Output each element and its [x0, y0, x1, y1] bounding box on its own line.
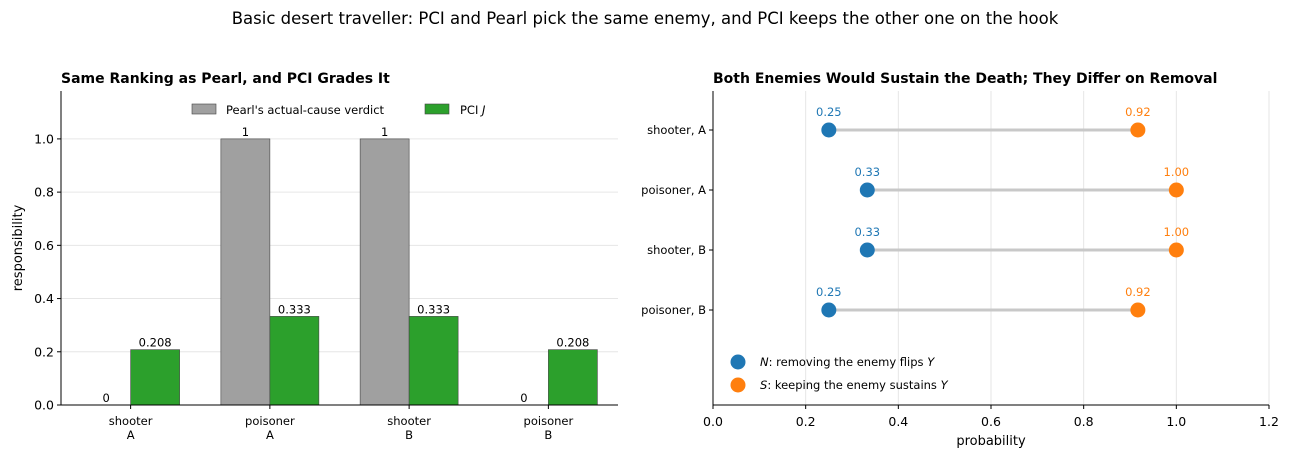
necessity-point — [821, 302, 837, 318]
sufficiency-point — [1168, 242, 1184, 258]
left-y-tick-label: 0.2 — [34, 344, 54, 359]
left-x-tick-label: shooter — [387, 414, 431, 428]
legend-label-pci-symbol: J — [480, 103, 486, 117]
right-x-tick-label: 0.8 — [1074, 414, 1094, 429]
left-y-tick-label: 0.8 — [34, 185, 54, 200]
right-x-tick-label: 1.2 — [1259, 414, 1279, 429]
necessity-point-label: 0.25 — [816, 285, 842, 299]
left-y-tick-label: 0.6 — [34, 238, 54, 253]
left-x-tick-label: B — [405, 428, 413, 442]
necessity-point-label: 0.33 — [854, 225, 880, 239]
legend-marker-sufficiency — [730, 377, 746, 393]
left-x-tick-label: poisoner — [245, 414, 295, 428]
pearl-bar-label: 0 — [520, 391, 527, 405]
legend-label-pearl: Pearl's actual-cause verdict — [226, 103, 385, 117]
sufficiency-point-label: 0.92 — [1125, 105, 1151, 119]
right-y-tick-label: shooter, B — [647, 243, 706, 257]
necessity-point — [859, 182, 875, 198]
necessity-point — [859, 242, 875, 258]
sufficiency-point-label: 1.00 — [1164, 225, 1190, 239]
left-x-tick-label: shooter — [109, 414, 153, 428]
figure-suptitle: Basic desert traveller: PCI and Pearl pi… — [232, 9, 1059, 28]
pearl-bar-label: 1 — [381, 125, 388, 139]
right-point-value-labels: 0.25 0.92 0.33 1.00 0.33 1.00 0.25 0.92 — [816, 105, 1189, 299]
right-y-ticks: shooter, A poisoner, A shooter, B poisoner,… — [641, 123, 713, 317]
right-x-tick-label: 0.0 — [703, 414, 723, 429]
necessity-point — [821, 122, 837, 138]
left-x-tick-label: B — [544, 428, 552, 442]
sufficiency-point — [1168, 182, 1184, 198]
left-x-tick-label: poisoner — [524, 414, 574, 428]
pearl-bar — [359, 138, 410, 406]
legend-marker-necessity — [730, 354, 746, 370]
legend-swatch-pearl — [191, 103, 217, 115]
right-x-tick-label: 1.0 — [1166, 414, 1186, 429]
necessity-point-label: 0.33 — [854, 165, 880, 179]
sufficiency-point — [1130, 122, 1146, 138]
legend-label-sufficiency-symbol: S — [760, 378, 767, 392]
sufficiency-point-label: 1.00 — [1164, 165, 1190, 179]
legend-label-necessity: N: removing the enemy flips Y — [760, 355, 935, 369]
legend-label-necessity-symbol: N — [760, 355, 769, 369]
left-y-axis-label: responsibility — [11, 204, 26, 291]
probability-dumbbell-chart: Both Enemies Would Sustain the Death; Th… — [641, 71, 1279, 449]
right-points — [821, 122, 1184, 318]
right-y-tick-label: shooter, A — [647, 123, 706, 137]
necessity-point-label: 0.25 — [816, 105, 842, 119]
legend-label-sufficiency-text: : keeping the enemy sustains — [767, 378, 940, 392]
legend-label-pci: PCI J — [460, 103, 486, 117]
legend-label-sufficiency: S: keeping the enemy sustains Y — [760, 378, 949, 392]
pci-bar — [130, 349, 180, 406]
left-y-tick-label: 1.0 — [34, 131, 54, 146]
left-axes — [60, 91, 618, 406]
left-y-tick-label: 0.4 — [34, 291, 54, 306]
legend-label-sufficiency-outcome: Y — [941, 378, 949, 392]
right-x-tick-label: 0.2 — [796, 414, 816, 429]
pci-bar — [408, 316, 459, 406]
pci-bar — [269, 316, 320, 406]
right-x-tick-label: 0.4 — [888, 414, 908, 429]
left-chart-title: Same Ranking as Pearl, and PCI Grades It — [61, 71, 390, 87]
left-y-ticks: 0.0 0.2 0.4 0.6 0.8 1.0 — [34, 131, 61, 413]
sufficiency-point — [1130, 302, 1146, 318]
responsibility-bar-chart: Same Ranking as Pearl, and PCI Grades It… — [11, 71, 618, 442]
left-x-tick-label: A — [127, 428, 135, 442]
left-y-tick-label: 0.0 — [34, 398, 54, 413]
pearl-bar-label: 0 — [102, 391, 109, 405]
right-connector-lines — [828, 128, 1177, 312]
pci-bar-label: 0.208 — [556, 336, 589, 350]
legend-label-necessity-outcome: Y — [927, 355, 935, 369]
left-bar-value-labels: 0 0.208 1 0.333 1 0.333 0 0.208 — [102, 125, 589, 405]
right-y-tick-label: poisoner, B — [641, 303, 706, 317]
pci-bar-label: 0.333 — [278, 302, 311, 316]
pci-bar-label: 0.208 — [139, 336, 172, 350]
right-chart-title: Both Enemies Would Sustain the Death; Th… — [713, 71, 1217, 87]
right-x-axis-label: probability — [956, 434, 1026, 449]
legend-swatch-pci — [424, 103, 450, 115]
pearl-bar — [220, 138, 271, 406]
sufficiency-point-label: 0.92 — [1125, 285, 1151, 299]
left-legend: Pearl's actual-cause verdict PCI J — [191, 103, 486, 117]
right-legend: N: removing the enemy flips Y S: keeping… — [730, 354, 949, 393]
left-x-tick-label: A — [266, 428, 274, 442]
legend-label-necessity-text: : removing the enemy flips — [769, 355, 928, 369]
right-x-tick-label: 0.6 — [981, 414, 1001, 429]
right-y-tick-label: poisoner, A — [641, 183, 706, 197]
pci-bar — [548, 349, 598, 406]
pci-bar-label: 0.333 — [417, 302, 450, 316]
right-x-ticks: 0.0 0.2 0.4 0.6 0.8 1.0 1.2 — [703, 405, 1279, 429]
left-bars — [130, 138, 598, 406]
pearl-bar-label: 1 — [242, 125, 249, 139]
